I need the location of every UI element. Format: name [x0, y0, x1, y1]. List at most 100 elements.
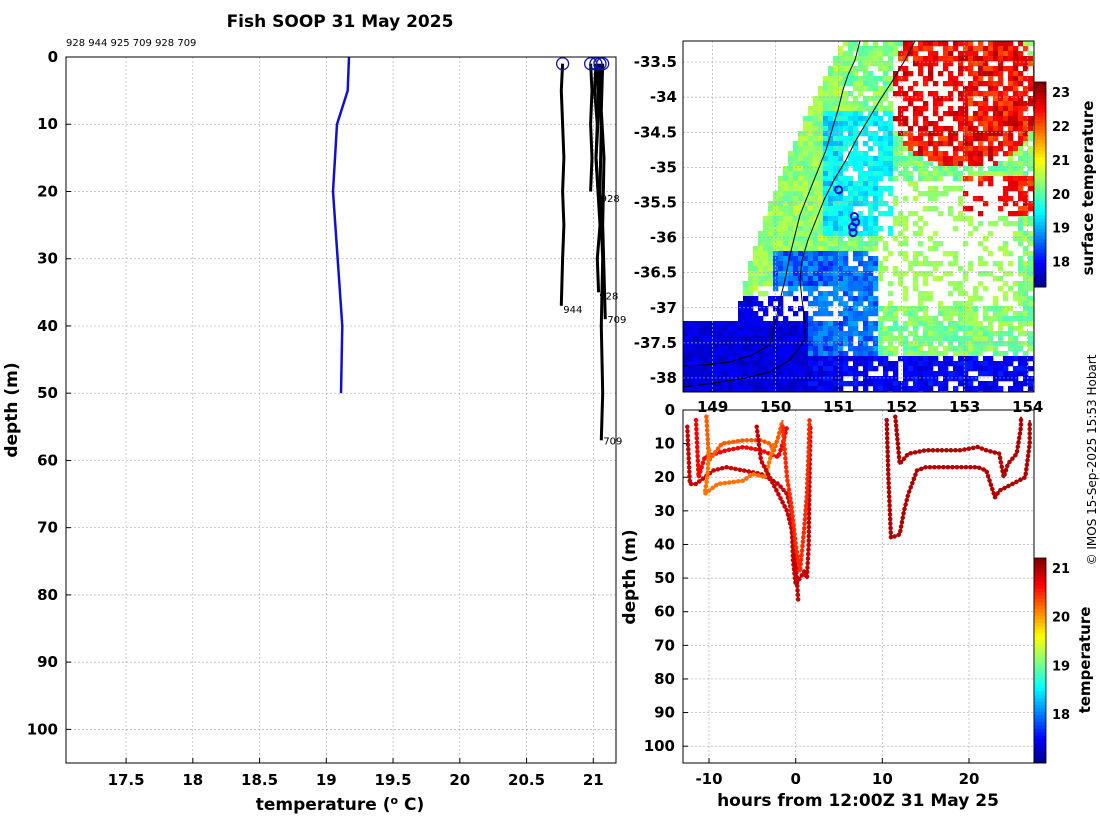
sst-cell	[688, 361, 694, 367]
sst-cell	[758, 281, 764, 287]
sst-cell	[903, 146, 909, 152]
sst-cell	[893, 326, 899, 332]
sst-cell	[993, 316, 999, 322]
sst-cell	[863, 246, 869, 252]
sst-cell	[923, 161, 929, 167]
sst-cell	[713, 366, 719, 372]
sst-cell	[973, 336, 979, 342]
sst-cell	[763, 261, 769, 267]
sst-cell	[953, 226, 959, 232]
sst-cell	[823, 106, 829, 112]
sst-cell	[783, 201, 789, 207]
sst-cell	[843, 316, 849, 322]
sst-cell	[978, 256, 984, 262]
sst-cell	[838, 56, 844, 62]
sst-cell	[783, 191, 789, 197]
sst-cell	[998, 116, 1004, 122]
sst-cell	[818, 366, 824, 372]
sst-cell	[838, 326, 844, 332]
sst-cell	[748, 286, 754, 292]
sst-cell	[988, 231, 994, 237]
sst-cell	[1018, 286, 1024, 292]
sst-cell	[808, 291, 814, 297]
sst-cell	[873, 201, 879, 207]
sst-cell	[1028, 201, 1034, 207]
sst-cell	[768, 236, 774, 242]
sst-cell	[1028, 266, 1034, 272]
sst-cell	[888, 161, 894, 167]
sst-cell	[978, 71, 984, 77]
sst-cell	[913, 121, 919, 127]
map-colorbar-segment	[1034, 239, 1046, 244]
sst-cell	[733, 326, 739, 332]
sst-cell	[963, 66, 969, 72]
sst-cell	[778, 176, 784, 182]
sst-cell	[938, 56, 944, 62]
sst-cell	[778, 226, 784, 232]
sst-cell	[913, 166, 919, 172]
sst-cell	[948, 61, 954, 67]
sst-cell	[868, 351, 874, 357]
sst-cell	[858, 76, 864, 82]
sst-cell	[888, 131, 894, 137]
sst-cell	[843, 261, 849, 267]
sst-cell	[753, 336, 759, 342]
sst-cell	[1018, 131, 1024, 137]
sst-cell	[718, 361, 724, 367]
sst-cell	[808, 246, 814, 252]
sst-cell	[728, 381, 734, 387]
sst-cell	[903, 326, 909, 332]
sst-cell	[838, 156, 844, 162]
map-colorbar-segment	[1034, 153, 1046, 158]
sst-cell	[863, 386, 869, 392]
sst-cell	[838, 336, 844, 342]
sst-cell	[808, 161, 814, 167]
sst-cell	[843, 66, 849, 72]
sst-cell	[933, 336, 939, 342]
sst-cell	[998, 321, 1004, 327]
sst-cell	[913, 356, 919, 362]
sst-cell	[888, 171, 894, 177]
sst-cell	[778, 381, 784, 387]
sst-cell	[768, 231, 774, 237]
sst-cell	[973, 51, 979, 57]
sst-cell	[968, 146, 974, 152]
sst-cell	[803, 121, 809, 127]
sst-cell	[918, 41, 924, 47]
sst-cell	[978, 156, 984, 162]
sst-cell	[858, 231, 864, 237]
sst-cell	[933, 91, 939, 97]
sst-cell	[813, 321, 819, 327]
sst-cell	[853, 201, 859, 207]
sst-cell	[853, 281, 859, 287]
sst-cell	[933, 326, 939, 332]
sst-cell	[828, 126, 834, 132]
sst-cell	[968, 176, 974, 182]
sst-cell	[1008, 356, 1014, 362]
sst-cell	[748, 281, 754, 287]
sst-cell	[953, 326, 959, 332]
sst-cell	[1008, 336, 1014, 342]
sst-cell	[893, 351, 899, 357]
sst-cell	[938, 336, 944, 342]
sst-cell	[798, 141, 804, 147]
sst-cell	[888, 156, 894, 162]
sst-cell	[1013, 106, 1019, 112]
sst-cell	[933, 206, 939, 212]
sst-cell	[713, 371, 719, 377]
sst-cell	[1008, 361, 1014, 367]
temperature-colorbar-segment	[1034, 646, 1046, 651]
sst-cell	[823, 156, 829, 162]
sst-cell	[858, 311, 864, 317]
sst-cell	[743, 296, 749, 302]
sst-cell	[998, 351, 1004, 357]
sst-cell	[948, 136, 954, 142]
sst-cell	[908, 346, 914, 352]
temperature-colorbar-tick-label: 18	[1052, 708, 1070, 723]
sst-cell	[843, 176, 849, 182]
sst-cell	[998, 336, 1004, 342]
sst-cell	[1028, 271, 1034, 277]
sst-cell	[833, 356, 839, 362]
map-colorbar-segment	[1034, 211, 1046, 216]
sst-cell	[768, 251, 774, 257]
